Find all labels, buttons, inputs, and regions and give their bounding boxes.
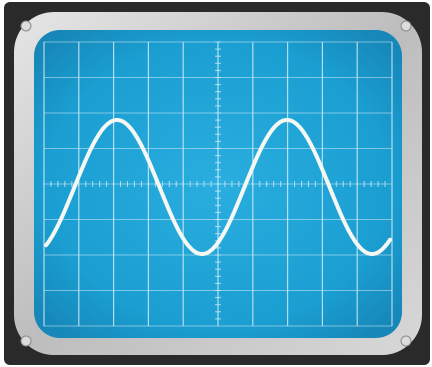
graticule bbox=[43, 41, 393, 327]
screw-icon bbox=[400, 20, 412, 32]
screw-icon bbox=[20, 20, 32, 32]
screw-icon bbox=[400, 335, 412, 347]
screw-icon bbox=[20, 335, 32, 347]
sine-waveform bbox=[44, 118, 392, 256]
corner-screws bbox=[20, 20, 412, 347]
